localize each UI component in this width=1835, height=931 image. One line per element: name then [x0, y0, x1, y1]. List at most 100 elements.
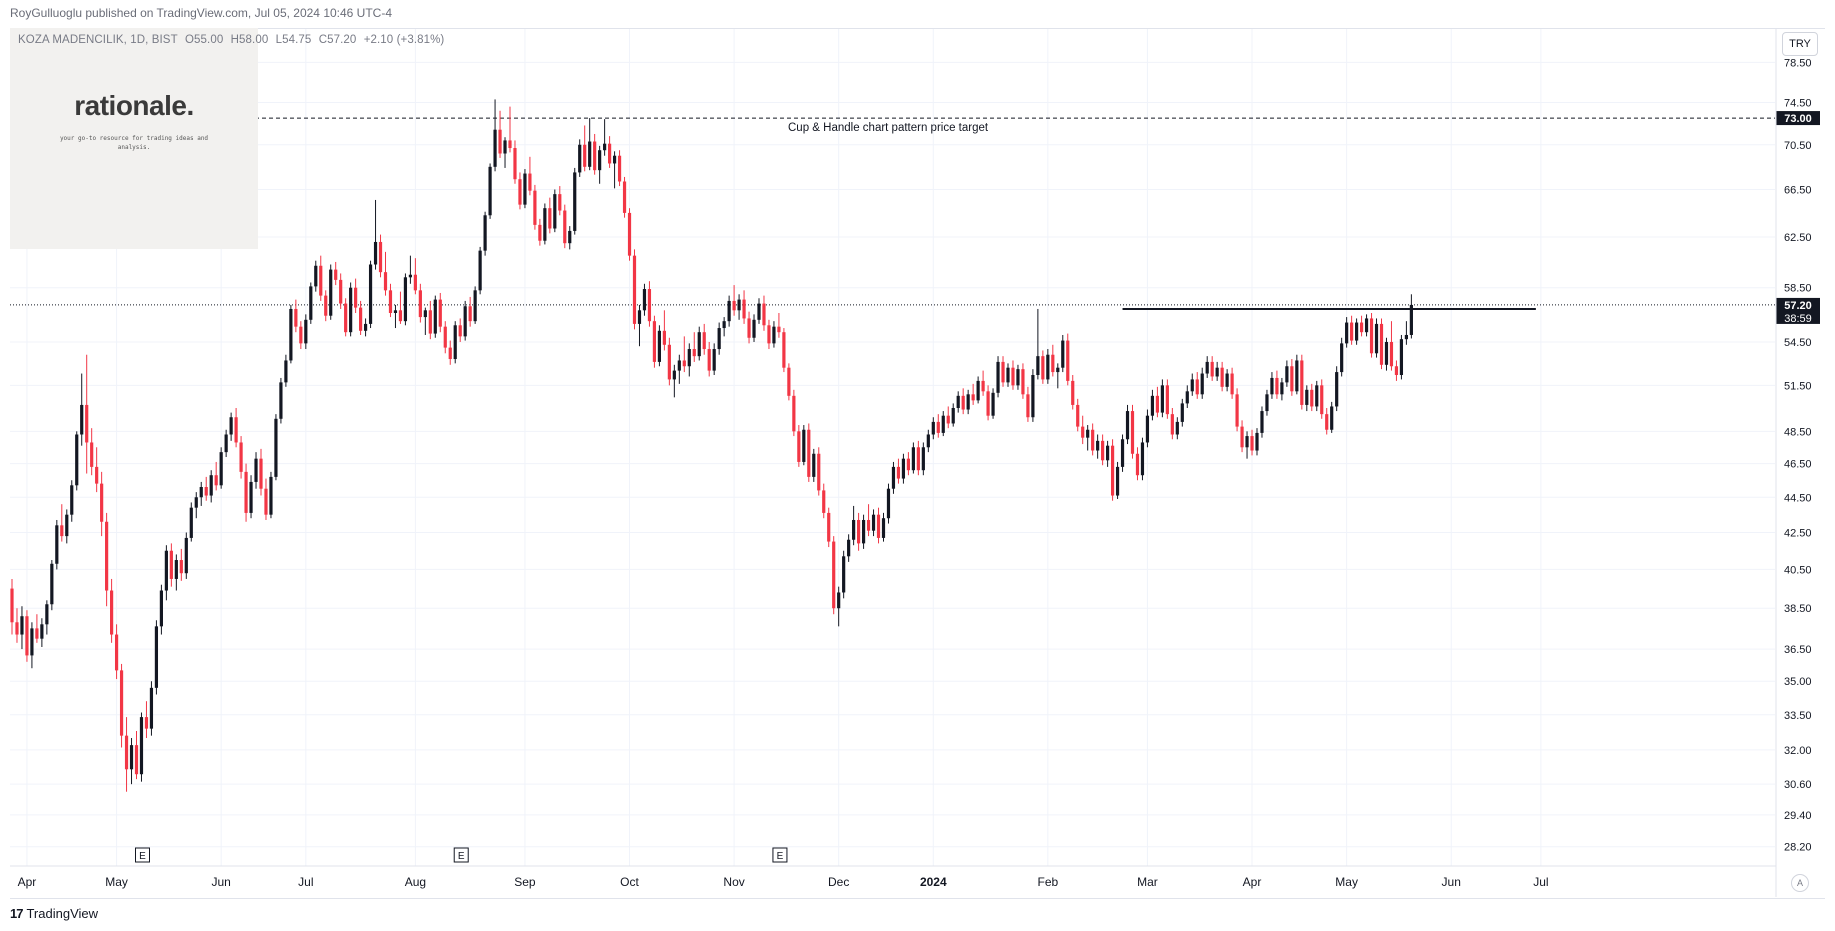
- candle-body: [1061, 340, 1065, 368]
- candle-body: [1315, 385, 1319, 407]
- candle-body: [1155, 395, 1159, 413]
- ohlc-close: C57.20: [318, 34, 357, 46]
- candle-body: [662, 330, 666, 345]
- candle-body: [119, 670, 124, 736]
- candle-body: [513, 148, 517, 180]
- rationale-logo-panel: rationale. your go-to resource for tradi…: [10, 28, 258, 249]
- candle-body: [1240, 426, 1244, 448]
- candle-body: [1379, 323, 1384, 365]
- auto-scale-button[interactable]: A: [1791, 874, 1809, 892]
- candles: [10, 99, 1413, 792]
- tradingview-brand: TradingView: [26, 906, 99, 921]
- candle-body: [1150, 395, 1155, 416]
- currency-button[interactable]: TRY: [1782, 32, 1818, 56]
- candle-body: [403, 277, 408, 322]
- candle-body: [891, 466, 896, 489]
- candle-body: [60, 525, 64, 537]
- candle-body: [1275, 377, 1279, 395]
- candle-body: [1394, 366, 1399, 376]
- candle-body: [578, 144, 582, 173]
- price-tick-label: 33.50: [1784, 710, 1812, 722]
- candle-body: [15, 622, 19, 635]
- candle-body: [164, 550, 168, 591]
- candle-body: [647, 289, 652, 322]
- candle-body: [25, 616, 29, 656]
- price-badge-label: 57.20: [1784, 300, 1812, 312]
- candle-body: [448, 347, 452, 360]
- candle-body: [30, 628, 34, 656]
- candle-body: [717, 328, 721, 350]
- time-tick-label: May: [1335, 875, 1358, 889]
- candle-body: [1046, 354, 1050, 380]
- candle-body: [503, 140, 507, 154]
- candle-body: [289, 308, 293, 361]
- price-tick-label: 51.50: [1784, 380, 1812, 392]
- candle-body: [373, 241, 378, 265]
- candle-body: [239, 442, 243, 472]
- candle-body: [1250, 436, 1254, 451]
- candle-body: [941, 415, 945, 433]
- candle-body: [408, 274, 412, 278]
- candle-body: [742, 299, 746, 319]
- candle-body: [473, 290, 477, 322]
- candle-body: [881, 518, 886, 538]
- candle-body: [319, 265, 323, 296]
- time-tick-label: Sep: [514, 875, 536, 889]
- candle-body: [543, 208, 547, 241]
- candle-body: [1076, 404, 1080, 427]
- candle-body: [368, 264, 373, 324]
- candle-body: [563, 210, 567, 244]
- candle-body: [1389, 341, 1394, 367]
- candle-body: [344, 303, 348, 333]
- candle-body: [413, 274, 417, 291]
- candle-body: [264, 488, 268, 515]
- candle-body: [553, 194, 557, 229]
- candle-body: [1359, 322, 1364, 333]
- candle-body: [1320, 385, 1324, 415]
- candle-body: [926, 434, 930, 448]
- candle-body: [1160, 385, 1164, 413]
- candle-body: [144, 717, 149, 729]
- candle-body: [931, 421, 935, 435]
- candle-body: [20, 616, 24, 635]
- ohlc-low: L54.75: [275, 34, 312, 46]
- candle-body: [114, 634, 119, 671]
- candle-body: [1011, 367, 1015, 386]
- candle-body: [797, 431, 801, 462]
- ohlc-high: H58.00: [230, 34, 269, 46]
- candle-body: [1195, 379, 1199, 395]
- candle-body: [134, 745, 139, 775]
- candle-body: [1265, 394, 1269, 412]
- time-tick-label: 2024: [920, 875, 947, 889]
- candle-body: [95, 466, 99, 484]
- time-tick-label: Nov: [723, 875, 744, 889]
- candle-body: [1185, 391, 1189, 404]
- candle-body: [598, 150, 602, 171]
- candle-body: [682, 360, 686, 367]
- candle-body: [85, 404, 89, 443]
- candle-body: [1290, 366, 1294, 392]
- candle-body: [1016, 369, 1020, 386]
- candle-body: [692, 349, 696, 357]
- price-badge-label: 73.00: [1784, 113, 1812, 125]
- candle-body: [1330, 406, 1334, 430]
- candle-body: [294, 308, 298, 327]
- candle-body: [1180, 403, 1184, 422]
- candle-body: [139, 717, 144, 775]
- candle-body: [209, 475, 213, 496]
- candle-body: [1305, 389, 1309, 405]
- candle-body: [493, 129, 497, 167]
- candle-body: [1409, 304, 1413, 335]
- candle-body: [1245, 436, 1249, 448]
- time-tick-label: Jul: [298, 875, 313, 889]
- candle-body: [1051, 354, 1055, 373]
- candle-body: [657, 330, 661, 362]
- candle-body: [767, 325, 771, 344]
- candle-body: [782, 332, 786, 368]
- candle-body: [423, 310, 427, 318]
- candle-body: [1355, 322, 1359, 341]
- candle-body: [827, 512, 831, 542]
- candle-body: [159, 590, 163, 627]
- candle-body: [871, 514, 876, 531]
